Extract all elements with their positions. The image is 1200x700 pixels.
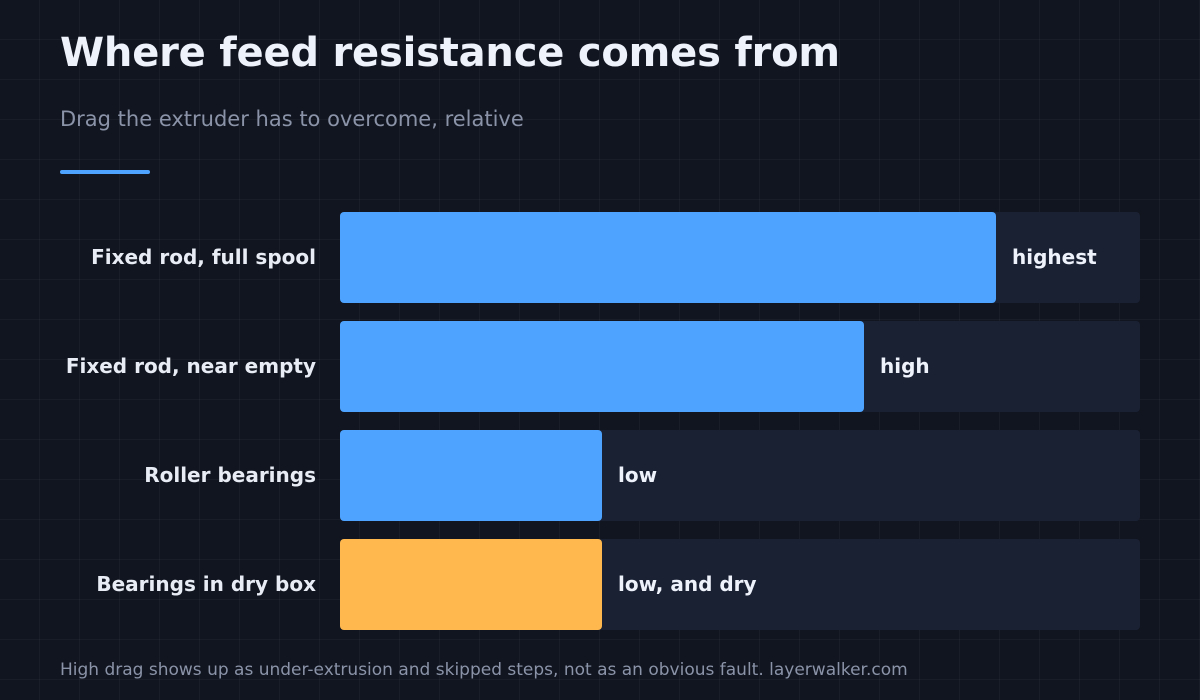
category-label: Fixed rod, near empty [65, 354, 316, 378]
value-label: high [880, 354, 930, 378]
value-label: low, and dry [618, 572, 757, 596]
bar [340, 539, 602, 630]
category-label: Roller bearings [144, 463, 316, 487]
bar-row: Bearings in dry box low, and dry [0, 539, 1200, 630]
chart-subtitle: Drag the extruder has to overcome, relat… [60, 107, 524, 131]
accent-rule [60, 170, 150, 174]
value-label: highest [1012, 245, 1097, 269]
chart-title: Where feed resistance comes from [60, 30, 840, 76]
bar-row: Roller bearings low [0, 430, 1200, 521]
bar-row: Fixed rod, near empty high [0, 321, 1200, 412]
category-label: Bearings in dry box [96, 572, 316, 596]
category-label: Fixed rod, full spool [91, 245, 316, 269]
footnote: High drag shows up as under-extrusion an… [60, 660, 908, 680]
bar [340, 321, 864, 412]
bar-row: Fixed rod, full spool highest [0, 212, 1200, 303]
value-label: low [618, 463, 658, 487]
bar [340, 212, 996, 303]
bar [340, 430, 602, 521]
